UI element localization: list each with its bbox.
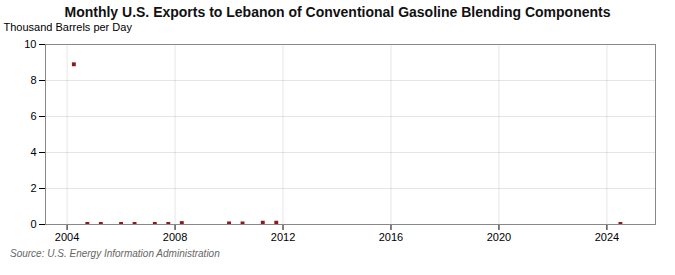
svg-text:6: 6 [30,110,36,122]
svg-text:10: 10 [24,38,36,50]
svg-text:2008: 2008 [163,231,187,243]
svg-text:Thousand Barrels per Day: Thousand Barrels per Day [4,21,133,33]
svg-text:2024: 2024 [595,231,619,243]
svg-text:4: 4 [30,146,36,158]
html-text:Monthly U.S. Exports to Lebano: Monthly U.S. Exports to Lebanon of Conve… [64,4,611,20]
svg-text:2: 2 [30,182,36,194]
html-text:Source: U.S. Energy Informatio: Source: U.S. Energy Information Administ… [10,248,220,259]
svg-text:8: 8 [30,74,36,86]
svg-text:2012: 2012 [271,231,295,243]
svg-text:2004: 2004 [55,231,79,243]
svg-text:2016: 2016 [379,231,403,243]
svg-text:0: 0 [30,218,36,230]
svg-text:2020: 2020 [487,231,511,243]
